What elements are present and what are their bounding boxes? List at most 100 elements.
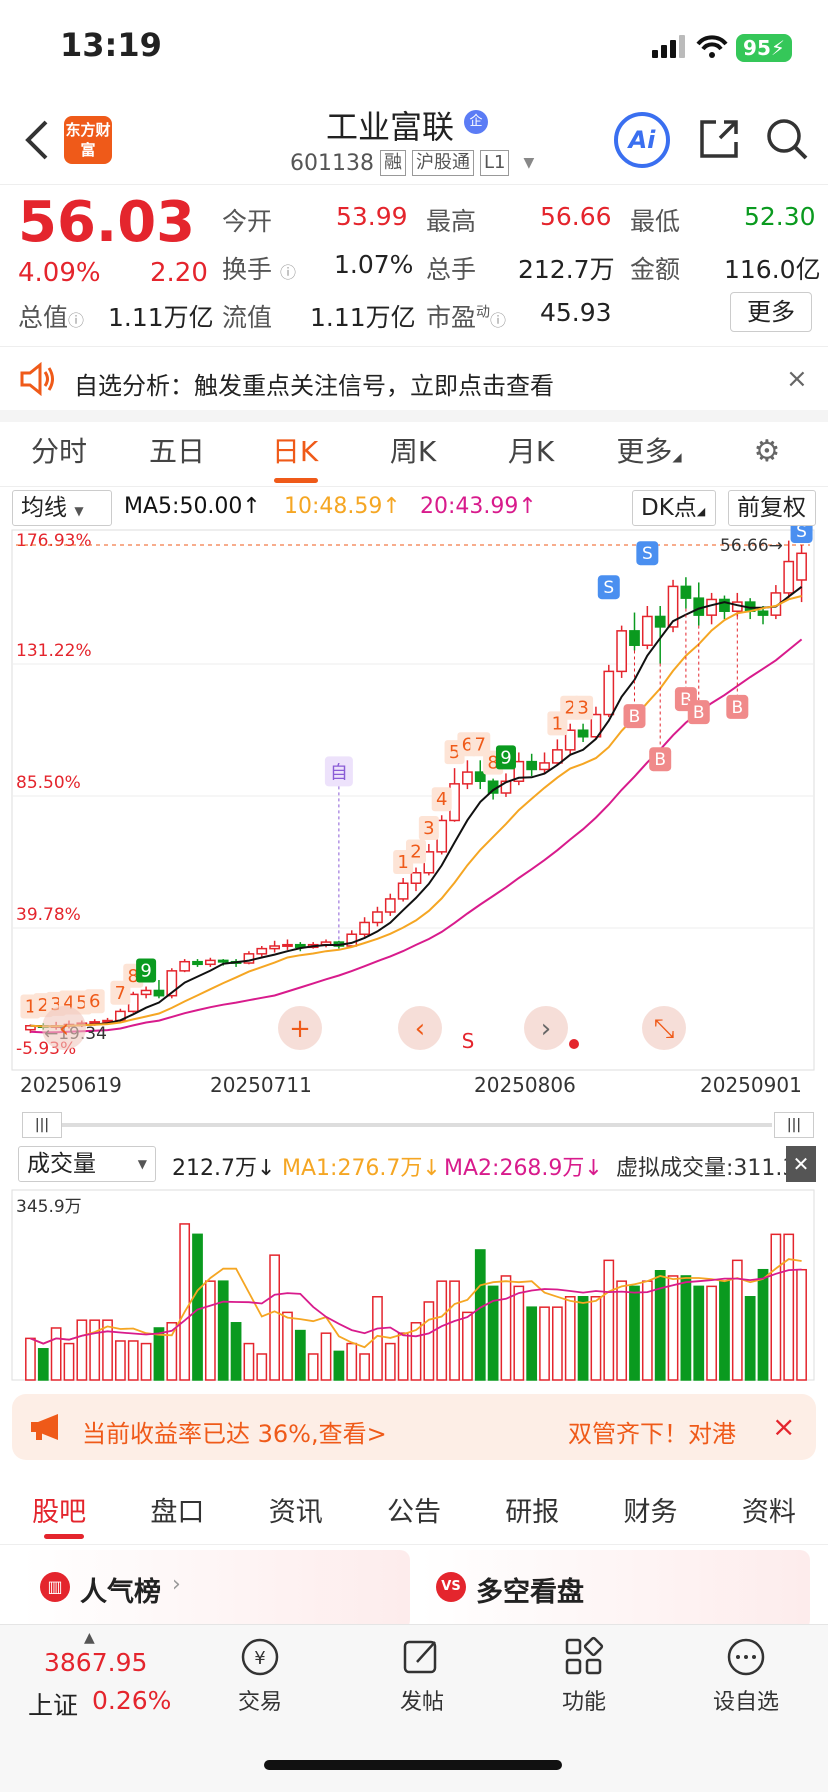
dk-point-select[interactable]: DK点◢ [632,490,716,526]
slider-handle-left[interactable]: ||| [22,1112,62,1138]
nav-post[interactable]: 发帖 [372,1636,472,1716]
label-pe: 市盈动ⓘ [426,303,507,332]
candle-body [462,771,473,785]
tab-daily-k[interactable]: 日K [271,435,319,468]
promo-text-2[interactable]: 双管齐下！对港 [568,1420,736,1448]
range-slider[interactable]: ||| ||| [12,1112,816,1138]
candle-body [372,911,383,924]
tab-announce[interactable]: 公告 [386,1497,441,1528]
collapse-icon[interactable]: ✕ [786,1146,816,1182]
volume-bar [731,1259,743,1381]
more-button[interactable]: 更多 [730,292,812,332]
candle-body [500,780,512,794]
tab-research[interactable]: 研报 [505,1497,560,1528]
signal-number: 4 [63,993,74,1014]
promo-banner[interactable] [12,1394,816,1460]
adjust-select[interactable]: 前复权 [728,490,816,526]
info-icon: ⓘ [68,311,85,330]
index-change[interactable]: 0.26% [92,1686,172,1715]
volume-bar [423,1301,435,1381]
nav-trade[interactable]: ¥ 交易 [210,1636,310,1716]
candle-body [204,959,216,966]
tab-guba[interactable]: 股吧 [32,1497,87,1528]
volume-bar [37,1348,49,1381]
tab-news[interactable]: 资讯 [268,1497,323,1528]
share-icon[interactable] [696,116,742,166]
sell-marker [790,526,813,543]
volume-bar [757,1268,769,1381]
volume-bar [526,1306,538,1381]
notification-text[interactable]: 自选分析：触发重点关注信号，立即点击查看 [74,372,554,400]
active-tab-underline [274,478,318,483]
volume-bar [346,1342,358,1381]
red-dot [569,1039,579,1049]
signal-number: 3 [50,994,61,1015]
notification-close-icon[interactable]: × [786,364,808,394]
change-percent: 4.09% [18,258,101,288]
volume-bar [680,1275,692,1381]
longshort-card[interactable]: VS 多空看盘 [420,1550,810,1630]
signal-number-badge [418,816,439,840]
chart-control-icon: › [541,1014,551,1044]
index-value[interactable]: 3867.95 [44,1648,148,1677]
volume-bar [243,1342,255,1381]
index-name[interactable]: 上证 [28,1691,79,1720]
volume-bar [693,1285,705,1381]
signal-number: 5 [76,993,87,1014]
tab-more[interactable]: 更多◢ [616,435,682,468]
chart-control-button [642,1006,686,1050]
volume-ma2-line [30,1268,802,1345]
search-icon[interactable] [764,116,810,166]
promo-text[interactable]: 当前收益率已达 36%,查看> [82,1420,387,1448]
volume-bar [320,1332,332,1381]
popularity-card[interactable]: ▥ 人气榜 › [22,1550,410,1630]
volume-bar [127,1340,139,1381]
volume-bar [500,1275,512,1381]
change-amount: 2.20 [150,258,208,288]
buy-marker-label: B [680,690,692,710]
volume-bar [770,1233,782,1381]
volume-ma1: MA1:276.7万↓ [282,1156,441,1181]
candle-body [359,921,370,935]
sell-marker-label: S [603,578,614,598]
x-tick-label: 20250619 [20,1073,122,1097]
current-price: 56.03 [18,190,196,255]
tab-intraday[interactable]: 分时 [30,435,87,468]
nav-functions[interactable]: 功能 [534,1636,634,1716]
volume-bar [616,1280,628,1381]
tab-weekly-k[interactable]: 周K [389,435,437,468]
tab-monthly-k[interactable]: 月K [507,435,555,468]
candle-body [397,882,409,900]
candle-body [384,898,396,913]
tab-finance[interactable]: 财务 [623,1497,678,1528]
tab-profile[interactable]: 资料 [741,1497,796,1528]
chart-control-button [524,1006,568,1050]
stock-code-row: 601138 融 沪股通 L1 ▼ [290,150,534,176]
sell-marker [636,541,659,566]
promo-close-icon[interactable]: × [772,1410,796,1443]
nav-add-watchlist[interactable]: 设自选 [696,1636,796,1716]
buy-marker [726,694,749,719]
volume-bar [179,1223,191,1381]
candlestick-chart[interactable]: 176.93%131.22%85.50%39.78%-5.93%56.66→←1… [0,526,828,1102]
dropdown-icon[interactable]: ▼ [523,155,535,171]
candle-body [539,762,550,771]
grid-icon [565,1636,604,1675]
back-arrow-icon[interactable] [22,118,62,166]
value-volume: 212.7万 [518,255,615,284]
ai-button[interactable]: Ai [614,112,670,168]
volume-bar [449,1280,460,1381]
legend-ma10: 10:48.59↑ [284,494,401,519]
period-tabs: 分时 五日 日K 周K 月K 更多◢ ⚙ [0,432,828,484]
tab-5day[interactable]: 五日 [148,435,205,468]
volume-bar [577,1296,589,1381]
tab-pankou[interactable]: 盘口 [150,1497,205,1528]
settings-gear-icon[interactable]: ⚙ [753,434,781,469]
candle-body [616,630,628,673]
indicator-select[interactable]: 均线 ▼ [12,490,112,526]
signal-number: 3 [423,818,434,839]
slider-handle-right[interactable]: ||| [774,1112,814,1138]
volume-indicator-select[interactable]: 成交量 ▼ [18,1146,156,1182]
svg-text:¥: ¥ [254,1648,265,1669]
volume-bar [115,1340,126,1381]
